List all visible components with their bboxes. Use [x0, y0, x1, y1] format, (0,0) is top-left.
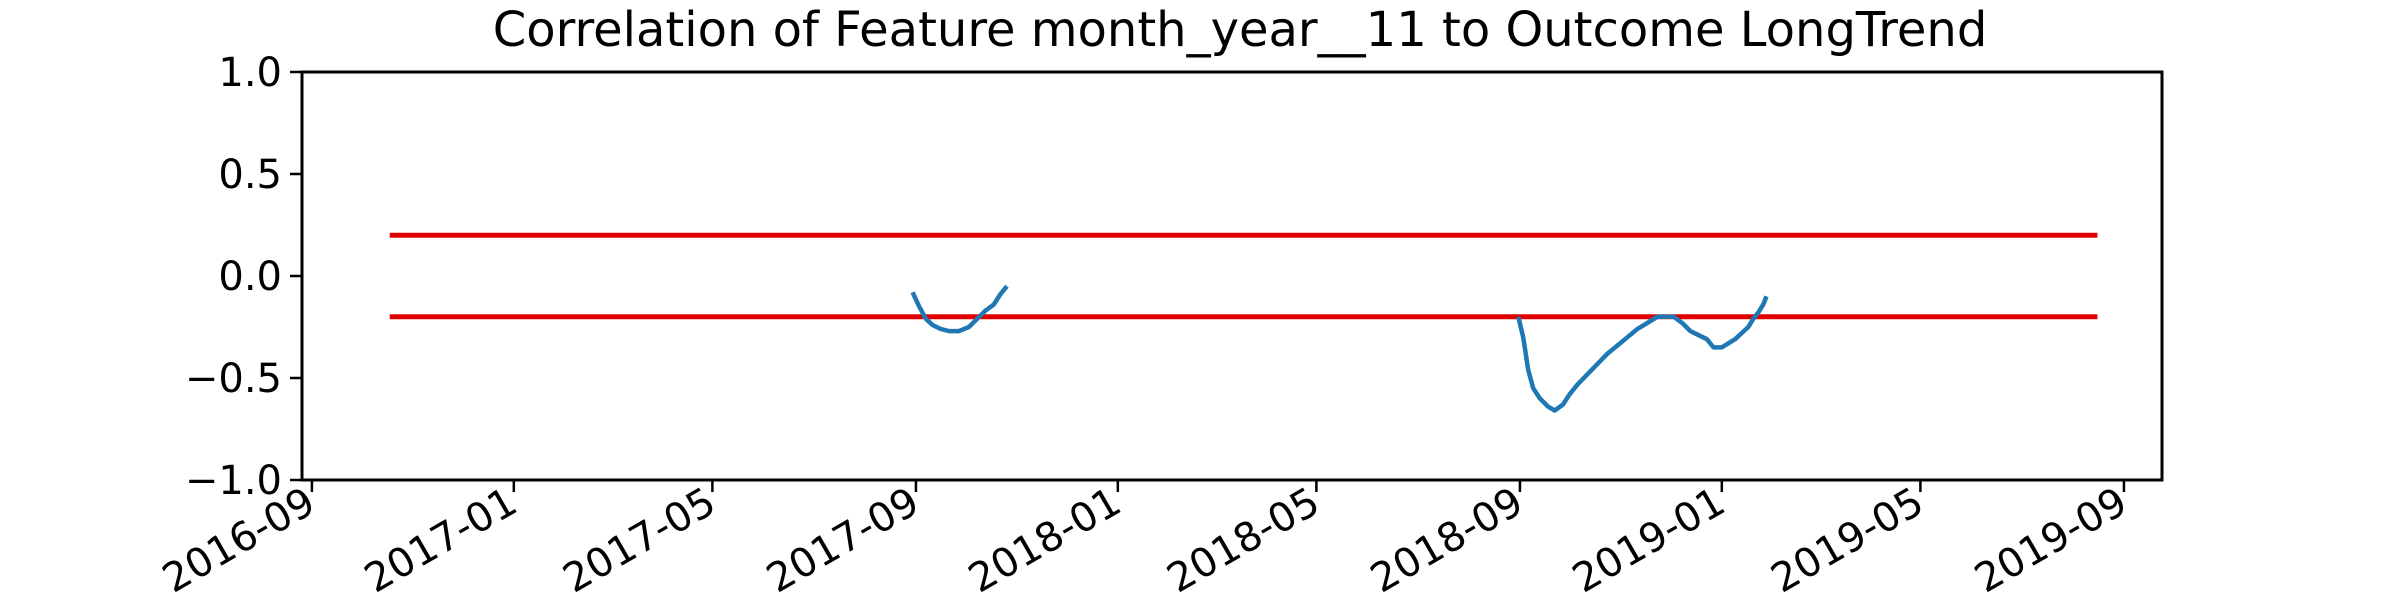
- series-line: [910, 284, 1009, 334]
- chart-title: Correlation of Feature month_year__11 to…: [493, 2, 1988, 58]
- series-line: [1516, 295, 1769, 413]
- y-tick-label: 1.0: [218, 50, 282, 96]
- x-tick-label: 2018-01: [961, 479, 1129, 600]
- y-tick-label: −1.0: [185, 458, 282, 504]
- y-tick-label: 0.0: [218, 254, 282, 300]
- y-tick-label: 0.5: [218, 152, 282, 198]
- x-tick-label: 2019-05: [1764, 479, 1932, 600]
- x-tick-label: 2018-05: [1160, 479, 1328, 600]
- x-tick-label: 2017-09: [759, 479, 927, 600]
- plot-area: [389, 232, 2098, 413]
- x-axis: 2016-09 2017-01 2017-05 2017-09 2018-01 2018-…: [155, 479, 2135, 600]
- x-tick-label: 2017-01: [357, 479, 525, 600]
- y-tick-label: −0.5: [185, 356, 282, 402]
- x-tick-label: 2017-05: [556, 479, 724, 600]
- x-tick-label: 2019-01: [1565, 479, 1733, 600]
- plot-frame: [300, 70, 2164, 482]
- x-tick-label: 2018-09: [1363, 479, 1531, 600]
- y-axis: 1.0 0.5 0.0 −0.5 −1.0: [185, 50, 302, 504]
- x-tick-label: 2019-09: [1967, 479, 2135, 600]
